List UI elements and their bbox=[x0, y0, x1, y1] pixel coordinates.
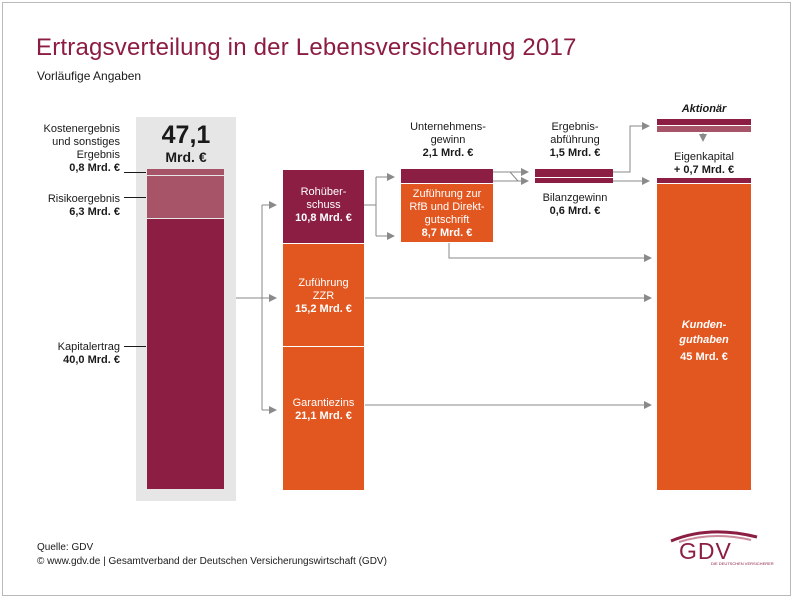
tick-kapitalertrag bbox=[124, 346, 146, 347]
label-zzr: Zuführung ZZR 15,2 Mrd. € bbox=[295, 277, 352, 315]
total-value: 47,1 bbox=[161, 121, 211, 149]
box-bilanzgewinn bbox=[535, 178, 613, 183]
total-unit: Mrd. € bbox=[165, 149, 207, 165]
chart-subtitle: Vorläufige Angaben bbox=[37, 69, 142, 83]
box-garantiezins bbox=[283, 347, 364, 490]
bar-kapitalertrag bbox=[147, 219, 224, 489]
tick-kostenergebnis bbox=[124, 172, 146, 173]
label-kapitalertrag: Kapitalertrag 40,0 Mrd. € bbox=[57, 341, 120, 366]
label-eigenkapital: Eigenkapital + 0,7 Mrd. € bbox=[673, 151, 735, 176]
label-rohueberschuss: Rohüber- schuss 10,8 Mrd. € bbox=[295, 186, 352, 224]
box-eigenkapital bbox=[657, 178, 751, 183]
logo-text: GDV bbox=[679, 538, 732, 564]
label-risikoergebnis: Risikoergebnis 6,3 Mrd. € bbox=[47, 193, 120, 218]
logo-tagline: DIE DEUTSCHEN VERSICHERER bbox=[711, 561, 774, 566]
chart-title: Ertragsverteilung in der Lebensversicher… bbox=[36, 34, 577, 61]
box-aktionaer-top bbox=[657, 119, 751, 125]
label-bilanzgewinn: Bilanzgewinn 0,6 Mrd. € bbox=[542, 192, 608, 217]
label-kostenergebnis: Kostenergebnis und sonstiges Ergebnis 0,… bbox=[43, 123, 120, 174]
tick-risikoergebnis bbox=[124, 197, 146, 198]
label-kundenguthaben: Kunden- guthaben 45 Mrd. € bbox=[679, 319, 729, 363]
arrow-to-aktionaer bbox=[613, 122, 650, 173]
bar-risikoergebnis bbox=[147, 176, 224, 218]
box-aktionaer-bottom bbox=[657, 126, 751, 132]
box-rfb bbox=[401, 184, 493, 242]
box-unternehmensgewinn bbox=[401, 169, 493, 183]
logo-swoosh-icon bbox=[670, 530, 758, 543]
arrow-rfb-to-kunden bbox=[448, 243, 652, 262]
bar-kostenergebnis bbox=[147, 169, 224, 175]
box-ergebnisabfuehrung bbox=[535, 169, 613, 177]
gdv-logo: GDV DIE DEUTSCHEN VERSICHERER bbox=[665, 527, 774, 571]
box-zzr bbox=[283, 244, 364, 346]
box-kundenguthaben bbox=[657, 184, 751, 490]
label-rfb: Zuführung zur RfB und Direkt- gutschrift… bbox=[409, 188, 485, 239]
footer-copyright: © www.gdv.de | Gesamtverband der Deutsch… bbox=[37, 556, 387, 567]
label-unternehmensgewinn: Unternehmens- gewinn 2,1 Mrd. € bbox=[410, 121, 486, 159]
box-rohueberschuss bbox=[283, 170, 364, 243]
footer-source: Quelle: GDV bbox=[37, 542, 94, 553]
label-aktionaer: Aktionär bbox=[681, 103, 727, 115]
label-garantiezins: Garantiezins 21,1 Mrd. € bbox=[292, 397, 355, 422]
label-ergebnisabfuehrung: Ergebnis- abführung 1,5 Mrd. € bbox=[549, 121, 601, 159]
